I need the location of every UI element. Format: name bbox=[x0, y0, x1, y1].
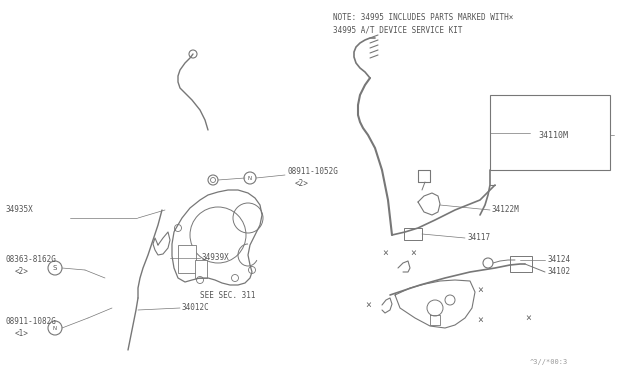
Bar bbox=[490, 95, 610, 170]
Bar bbox=[195, 260, 207, 278]
Text: 34117: 34117 bbox=[467, 234, 490, 243]
Text: N: N bbox=[53, 326, 57, 330]
Text: 34122M: 34122M bbox=[492, 205, 520, 215]
Text: ×: × bbox=[477, 315, 483, 325]
Text: ×: × bbox=[525, 313, 531, 323]
Bar bbox=[178, 245, 196, 273]
Text: <2>: <2> bbox=[295, 179, 309, 187]
Text: 08363-8162G: 08363-8162G bbox=[5, 256, 56, 264]
Text: 08911-1052G: 08911-1052G bbox=[287, 167, 338, 176]
Bar bbox=[404, 228, 422, 240]
Text: <2>: <2> bbox=[15, 267, 29, 276]
Text: 34935X: 34935X bbox=[5, 205, 33, 215]
Text: 34102: 34102 bbox=[547, 267, 570, 276]
Text: <1>: <1> bbox=[15, 330, 29, 339]
Text: ×: × bbox=[382, 248, 388, 258]
Text: NOTE: 34995 INCLUDES PARTS MARKED WITH×: NOTE: 34995 INCLUDES PARTS MARKED WITH× bbox=[333, 13, 513, 22]
Text: 34995 A/T DEVICE SERVICE KIT: 34995 A/T DEVICE SERVICE KIT bbox=[333, 26, 463, 35]
Text: 08911-1082G: 08911-1082G bbox=[5, 317, 56, 327]
Text: ×: × bbox=[410, 248, 416, 258]
Text: 34939X: 34939X bbox=[202, 253, 230, 263]
Text: S: S bbox=[53, 265, 57, 271]
Text: ^3//*00:3: ^3//*00:3 bbox=[530, 359, 568, 365]
Text: N: N bbox=[248, 176, 252, 180]
Text: ×: × bbox=[365, 300, 371, 310]
Text: ×: × bbox=[477, 285, 483, 295]
Text: 34124: 34124 bbox=[547, 256, 570, 264]
Bar bbox=[510, 256, 532, 272]
Text: 34012C: 34012C bbox=[182, 304, 210, 312]
Text: 34110M: 34110M bbox=[538, 131, 568, 140]
Text: SEE SEC. 311: SEE SEC. 311 bbox=[200, 291, 255, 299]
